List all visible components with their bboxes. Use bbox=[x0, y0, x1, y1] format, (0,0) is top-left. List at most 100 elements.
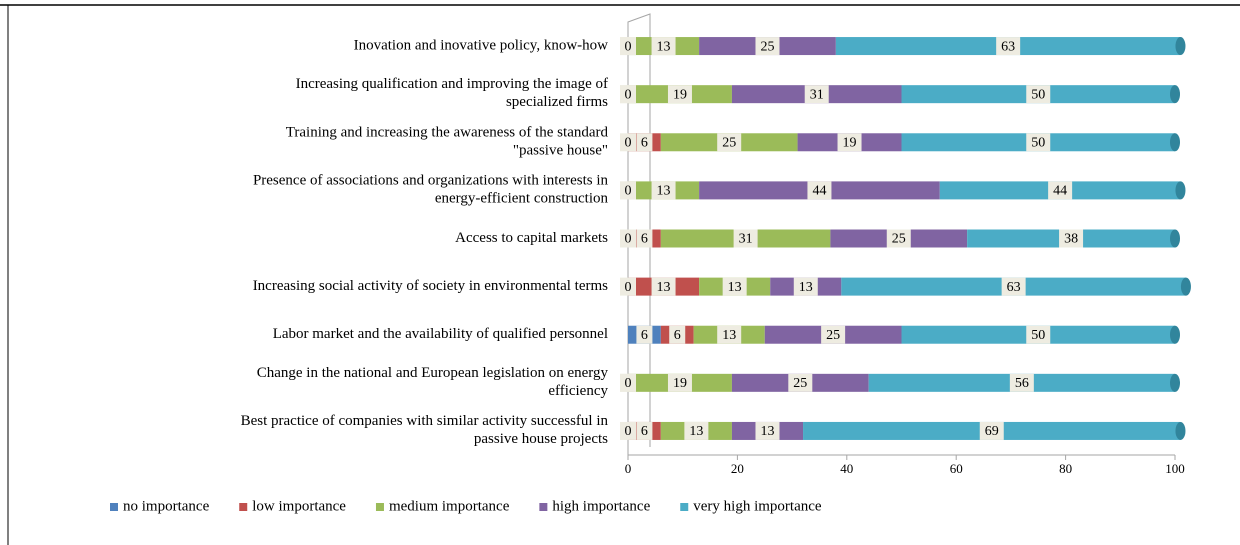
value-label-box bbox=[684, 421, 709, 440]
value-label-text: 31 bbox=[739, 232, 753, 247]
value-label: 0 bbox=[620, 181, 636, 200]
legend-label: no importance bbox=[123, 498, 210, 514]
value-label-text: 13 bbox=[657, 39, 671, 54]
bar-cap bbox=[1170, 133, 1180, 152]
value-label-text: 13 bbox=[722, 328, 736, 343]
value-label-box bbox=[620, 421, 636, 440]
legend-swatch bbox=[239, 503, 248, 511]
value-label-box bbox=[722, 277, 747, 296]
value-label: 50 bbox=[1026, 133, 1051, 152]
value-label: 38 bbox=[1059, 229, 1084, 248]
x-tick-label: 80 bbox=[1059, 461, 1072, 476]
value-label: 44 bbox=[807, 181, 832, 200]
value-label: 0 bbox=[620, 37, 636, 56]
value-label-box bbox=[667, 85, 692, 104]
value-label-box bbox=[651, 181, 676, 200]
value-label-text: 63 bbox=[1007, 280, 1021, 295]
legend-swatch bbox=[375, 503, 384, 511]
value-label-text: 6 bbox=[641, 135, 648, 150]
value-label: 6 bbox=[636, 229, 653, 248]
value-label-text: 50 bbox=[1031, 87, 1045, 102]
value-label-box bbox=[620, 229, 636, 248]
value-label-text: 63 bbox=[1001, 39, 1015, 54]
value-label-box bbox=[667, 373, 692, 392]
bar-cap bbox=[1170, 229, 1180, 248]
value-label-text: 56 bbox=[1015, 376, 1029, 391]
value-label: 19 bbox=[667, 373, 692, 392]
category-label: Increasing social activity of society in… bbox=[253, 278, 608, 294]
value-label-text: 19 bbox=[843, 135, 857, 150]
x-tick-label: 60 bbox=[950, 461, 963, 476]
value-label-text: 0 bbox=[625, 280, 632, 295]
value-label-box bbox=[620, 37, 636, 56]
value-label-box bbox=[1059, 229, 1084, 248]
value-label-text: 0 bbox=[625, 135, 632, 150]
value-label: 63 bbox=[1001, 277, 1026, 296]
value-label-text: 0 bbox=[625, 87, 632, 102]
value-label-box bbox=[755, 421, 780, 440]
value-label-text: 6 bbox=[641, 232, 648, 247]
value-label-text: 13 bbox=[760, 424, 774, 439]
value-label-box bbox=[807, 181, 832, 200]
value-label-text: 25 bbox=[722, 135, 736, 150]
value-label: 0 bbox=[620, 229, 636, 248]
value-label-text: 25 bbox=[826, 328, 840, 343]
value-label: 0 bbox=[620, 277, 636, 296]
value-label: 25 bbox=[788, 373, 813, 392]
value-label-text: 69 bbox=[985, 424, 999, 439]
value-label: 6 bbox=[669, 325, 686, 344]
value-label-text: 0 bbox=[625, 232, 632, 247]
value-label-text: 31 bbox=[810, 87, 824, 102]
value-label-box bbox=[1009, 373, 1034, 392]
value-label-box bbox=[1048, 181, 1073, 200]
value-label-text: 44 bbox=[812, 184, 826, 199]
value-label-box bbox=[651, 277, 676, 296]
category-label: Change in the national and European legi… bbox=[257, 365, 609, 399]
value-label-box bbox=[1001, 277, 1026, 296]
value-label-text: 6 bbox=[641, 328, 648, 343]
value-label-box bbox=[620, 373, 636, 392]
value-label: 0 bbox=[620, 373, 636, 392]
value-label: 19 bbox=[837, 133, 862, 152]
value-label: 31 bbox=[804, 85, 829, 104]
value-label-box bbox=[979, 421, 1004, 440]
bar-cap bbox=[1170, 373, 1180, 392]
value-label-text: 25 bbox=[760, 39, 774, 54]
x-tick-label: 20 bbox=[731, 461, 744, 476]
value-label-text: 13 bbox=[799, 280, 813, 295]
value-label-text: 0 bbox=[625, 376, 632, 391]
value-label: 50 bbox=[1026, 85, 1051, 104]
legend-swatch bbox=[680, 503, 689, 511]
bar-cap bbox=[1170, 85, 1180, 104]
value-label: 69 bbox=[979, 421, 1004, 440]
category-label: Presence of associations and organizatio… bbox=[253, 173, 609, 207]
value-label-box bbox=[636, 133, 653, 152]
legend-label: very high importance bbox=[693, 498, 822, 514]
value-label: 19 bbox=[667, 85, 692, 104]
value-label: 25 bbox=[717, 133, 742, 152]
value-label: 50 bbox=[1026, 325, 1051, 344]
value-label: 6 bbox=[636, 325, 653, 344]
bar-cap bbox=[1170, 325, 1180, 344]
value-label-text: 0 bbox=[625, 424, 632, 439]
value-label: 13 bbox=[755, 421, 780, 440]
value-label: 13 bbox=[651, 181, 676, 200]
value-label: 56 bbox=[1009, 373, 1034, 392]
value-label-box bbox=[1026, 85, 1051, 104]
legend-swatch bbox=[110, 503, 118, 511]
value-label-text: 13 bbox=[657, 184, 671, 199]
x-tick-label: 100 bbox=[1165, 461, 1185, 476]
value-label-box bbox=[1026, 325, 1051, 344]
value-label: 13 bbox=[684, 421, 709, 440]
value-label: 13 bbox=[651, 277, 676, 296]
value-label-text: 50 bbox=[1031, 328, 1045, 343]
value-label: 6 bbox=[636, 421, 653, 440]
value-label-box bbox=[804, 85, 829, 104]
category-label: Access to capital markets bbox=[455, 230, 608, 246]
value-label-text: 13 bbox=[728, 280, 742, 295]
legend-label: medium importance bbox=[389, 498, 510, 514]
bar-cap bbox=[1175, 421, 1186, 440]
value-label: 13 bbox=[793, 277, 818, 296]
value-label-text: 38 bbox=[1064, 232, 1078, 247]
